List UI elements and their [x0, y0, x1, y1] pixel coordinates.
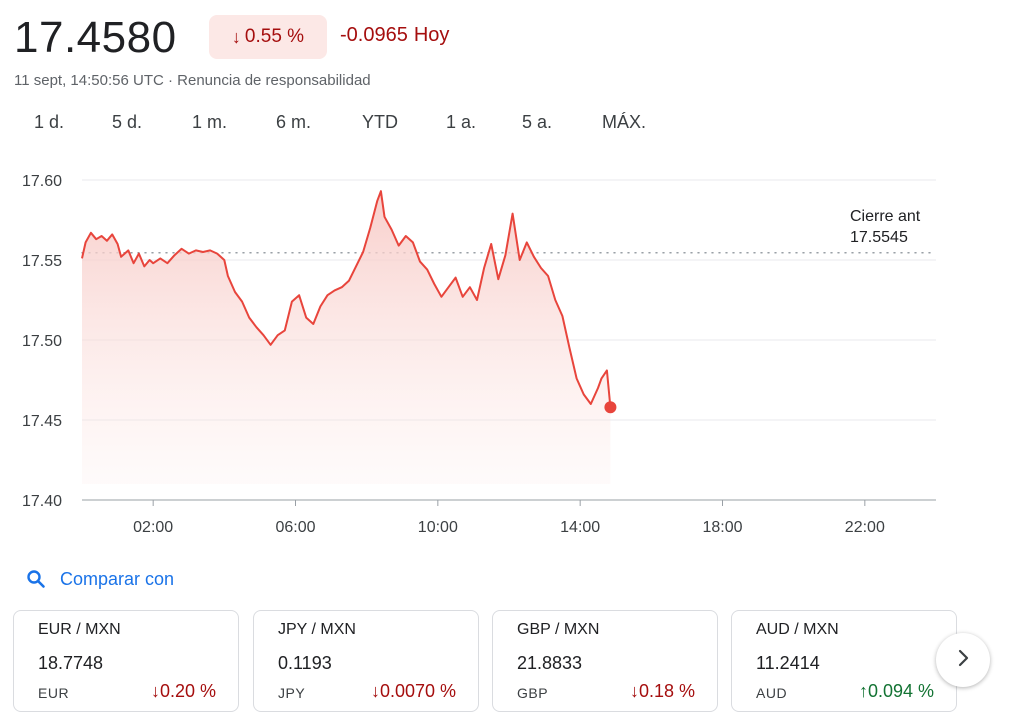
card-rate: 18.7748 — [38, 653, 104, 673]
card-change-value: 0.0070 % — [379, 681, 456, 701]
card-rate: 11.2414 — [756, 653, 820, 673]
card-change: ↓0.18 % — [630, 681, 695, 702]
x-axis: 02:00 06:00 10:00 14:00 18:00 22:00 — [82, 499, 936, 536]
percent-change-value: 0.55 % — [244, 26, 305, 47]
card-currency: EUR — [38, 685, 70, 701]
card-currency: GBP — [517, 685, 549, 701]
absolute-change: -0.0965 Hoy — [340, 24, 449, 47]
next-cards-button[interactable] — [936, 633, 990, 687]
card-change-value: 0.094 % — [867, 681, 934, 701]
card-currency: JPY — [278, 685, 306, 701]
x-tick-label: 22:00 — [845, 519, 885, 536]
price-chart[interactable]: 17.60 17.55 17.50 17.45 17.40 02:00 06:00 10:0… — [0, 150, 1010, 550]
y-tick-label: 17.40 — [22, 493, 62, 510]
current-price: 17.4580 — [14, 13, 177, 62]
tab-5-years[interactable]: 5 a. — [522, 112, 553, 132]
tab-max[interactable]: MÁX. — [602, 112, 647, 132]
currency-card-aud[interactable]: AUD / MXN 11.2414 AUD ↑0.094 % — [731, 610, 957, 712]
percent-change-badge: ↓ 0.55 % — [209, 15, 327, 59]
arrow-down-icon: ↓ — [629, 681, 639, 701]
disclaimer-link[interactable]: Renuncia de responsabilidad — [177, 72, 371, 89]
compare-label: Comparar con — [60, 568, 175, 589]
card-change: ↓0.0070 % — [371, 681, 456, 702]
tab-ytd[interactable]: YTD — [362, 112, 398, 132]
y-tick-label: 17.45 — [22, 413, 62, 430]
card-change-value: 0.18 % — [638, 681, 695, 701]
card-change-value: 0.20 % — [159, 681, 216, 701]
tab-6-months[interactable]: 6 m. — [276, 112, 312, 132]
x-tick-label: 18:00 — [702, 519, 742, 536]
absolute-change-value: -0.0965 — [340, 24, 408, 46]
card-change: ↓0.20 % — [151, 681, 216, 702]
compare-button[interactable]: Comparar con — [26, 564, 174, 594]
x-tick-label: 14:00 — [560, 519, 600, 536]
x-tick-label: 06:00 — [275, 519, 315, 536]
tab-5-days[interactable]: 5 d. — [112, 112, 143, 132]
previous-close-value: 17.5545 — [850, 229, 908, 246]
currency-card-eur[interactable]: EUR / MXN 18.7748 EUR ↓0.20 % — [13, 610, 239, 712]
y-tick-label: 17.60 — [22, 173, 62, 190]
arrow-down-icon: ↓ — [231, 26, 241, 47]
card-currency: AUD — [756, 685, 788, 701]
tab-1-day[interactable]: 1 d. — [34, 112, 65, 132]
arrow-up-icon: ↑ — [858, 681, 868, 701]
card-pair: JPY / MXN — [278, 621, 356, 638]
tab-1-month[interactable]: 1 m. — [192, 112, 228, 132]
chevron-right-icon — [953, 648, 973, 673]
card-rate: 21.8833 — [517, 653, 583, 673]
arrow-down-icon: ↓ — [150, 681, 160, 701]
card-change: ↑0.094 % — [859, 681, 934, 702]
currency-card-gbp[interactable]: GBP / MXN 21.8833 GBP ↓0.18 % — [492, 610, 718, 712]
y-axis: 17.60 17.55 17.50 17.45 17.40 — [22, 173, 62, 510]
current-price-marker — [604, 401, 617, 414]
card-pair: GBP / MXN — [517, 621, 600, 638]
y-tick-label: 17.50 — [22, 333, 62, 350]
y-tick-label: 17.55 — [22, 253, 62, 270]
meta-separator: · — [167, 72, 173, 89]
search-icon — [26, 569, 46, 589]
quote-timestamp: 11 sept, 14:50:56 UTC — [14, 72, 164, 89]
quote-meta: 11 sept, 14:50:56 UTC · Renuncia de resp… — [14, 72, 371, 89]
card-rate: 0.1193 — [278, 653, 332, 673]
card-pair: AUD / MXN — [756, 621, 839, 638]
change-period: Hoy — [413, 24, 450, 46]
currency-card-jpy[interactable]: JPY / MXN 0.1193 JPY ↓0.0070 % — [253, 610, 479, 712]
price-area-fill — [82, 191, 611, 484]
previous-close-label: Cierre ant — [850, 208, 921, 225]
price-line — [81, 190, 612, 408]
tab-1-year[interactable]: 1 a. — [446, 112, 477, 132]
card-pair: EUR / MXN — [38, 621, 121, 638]
x-tick-label: 10:00 — [418, 519, 458, 536]
arrow-down-icon: ↓ — [370, 681, 380, 701]
x-tick-label: 02:00 — [133, 519, 173, 536]
time-range-tabs: 1 d. 5 d. 1 m. 6 m. YTD 1 a. 5 a. MÁX. — [20, 108, 680, 140]
